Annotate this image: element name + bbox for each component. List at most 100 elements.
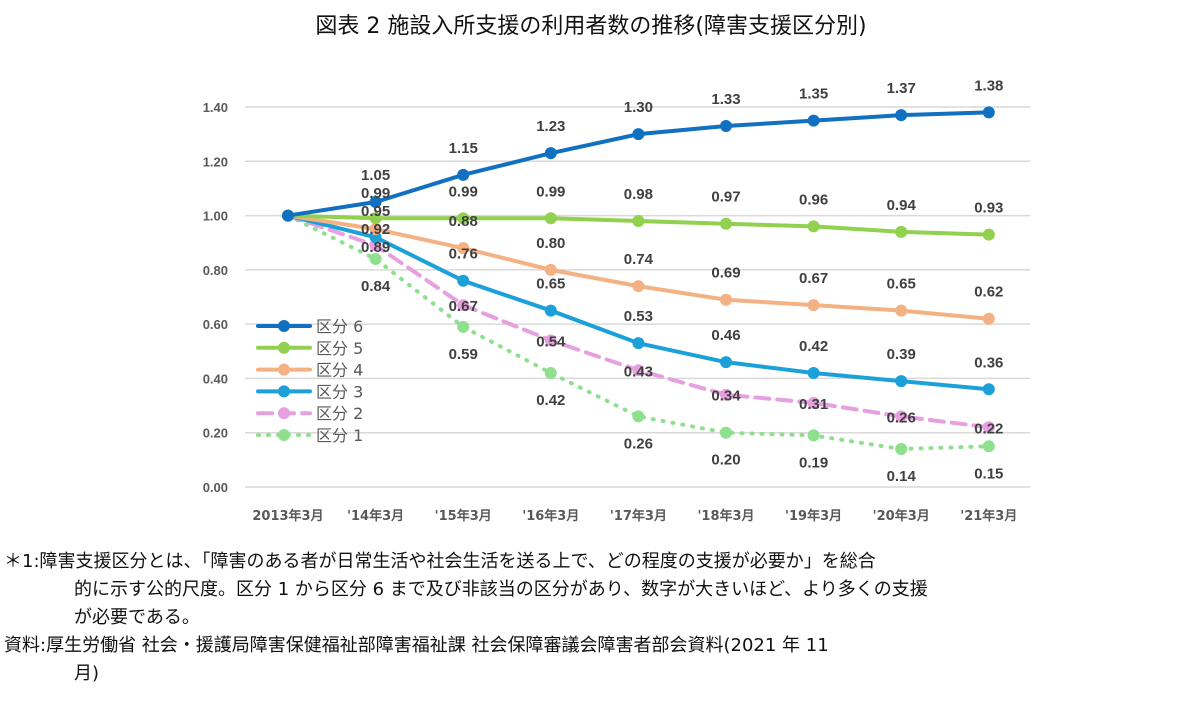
y-tick-label: 1.20 <box>203 154 228 169</box>
data-label: 0.22 <box>974 420 1003 437</box>
data-point <box>282 209 294 222</box>
data-label: 0.19 <box>799 454 828 471</box>
data-point <box>369 212 382 225</box>
data-point <box>807 367 820 379</box>
data-label: 0.76 <box>449 246 478 263</box>
data-point <box>895 225 908 238</box>
x-tick-label: '19年3月 <box>785 508 842 524</box>
y-tick-label: 0.80 <box>203 263 228 278</box>
data-point <box>895 410 908 423</box>
data-label: 0.88 <box>449 213 478 230</box>
data-point <box>720 120 732 132</box>
data-point <box>632 337 645 350</box>
data-point <box>807 114 820 127</box>
source-line: 資料:厚生労働省 社会・援護局障害保健福祉部障害福祉課 社会保障審議会障害者部会… <box>4 635 829 656</box>
series-line-区分1 <box>286 213 991 452</box>
data-point <box>982 312 995 325</box>
data-point <box>895 109 908 122</box>
data-point <box>544 304 557 317</box>
data-point <box>457 274 470 287</box>
data-label: 0.99 <box>449 183 478 200</box>
data-label: 1.30 <box>624 99 653 116</box>
data-label: 0.26 <box>624 435 653 452</box>
data-label: 0.20 <box>711 452 740 469</box>
data-label: 0.97 <box>711 189 740 206</box>
legend-label: 区分 3 <box>316 382 363 401</box>
legend-marker <box>278 407 290 420</box>
legend-label: 区分 4 <box>316 361 363 380</box>
legend-label: 区分 2 <box>316 404 363 423</box>
y-tick-label: 0.40 <box>203 371 228 386</box>
data-point <box>544 147 557 160</box>
legend-label: 区分 6 <box>316 317 363 336</box>
data-point <box>369 196 382 208</box>
data-label: 0.80 <box>536 235 565 252</box>
data-label: 0.46 <box>711 327 740 344</box>
x-tick-label: 2013年3月 <box>252 508 323 524</box>
data-point <box>632 364 645 377</box>
data-point <box>720 426 732 439</box>
data-point <box>895 375 908 388</box>
data-point <box>720 217 732 230</box>
chart-title: 図表 2 施設入所支援の利用者数の推移(障害支援区分別) <box>315 14 867 39</box>
line-chart: 0.00 0.20 0.40 0.60 0.80 1.00 1.20 1.40 2013年3月 '… <box>203 77 1030 524</box>
data-label: 0.14 <box>887 468 917 485</box>
data-point <box>807 299 820 312</box>
data-point <box>544 334 557 347</box>
data-point <box>544 367 557 379</box>
data-label: 0.96 <box>799 191 828 208</box>
x-tick-label: '18年3月 <box>697 508 754 524</box>
data-point <box>457 242 470 255</box>
data-point <box>457 168 470 181</box>
data-label: 0.69 <box>711 265 740 282</box>
data-label: 0.94 <box>887 197 917 214</box>
legend-marker <box>278 341 290 354</box>
legend-marker <box>278 363 290 376</box>
y-tick-label: 0.60 <box>203 317 228 332</box>
data-label: 0.53 <box>624 308 653 325</box>
data-point <box>720 356 732 369</box>
y-tick-label: 1.40 <box>203 100 228 115</box>
data-label: 0.36 <box>974 354 1003 371</box>
data-label: 0.67 <box>799 270 828 287</box>
data-point <box>982 106 995 119</box>
y-tick-label: 0.00 <box>203 480 228 495</box>
x-tick-label: '15年3月 <box>435 508 492 524</box>
data-label: 1.05 <box>361 167 390 184</box>
data-label: 0.65 <box>536 276 565 293</box>
legend-label: 区分 1 <box>316 426 363 445</box>
data-point <box>457 212 470 225</box>
data-label: 0.93 <box>974 200 1003 217</box>
data-label: 1.33 <box>711 91 740 108</box>
x-tick-label: '14年3月 <box>347 508 404 524</box>
data-label: 0.67 <box>449 298 478 315</box>
data-point <box>807 220 820 233</box>
data-point <box>982 228 995 241</box>
y-tick-label: 0.20 <box>203 426 228 441</box>
data-label: 1.37 <box>887 80 916 97</box>
x-tick-label: '16年3月 <box>522 508 579 524</box>
data-label: 0.54 <box>536 333 566 350</box>
data-point <box>369 253 382 265</box>
data-label: 0.34 <box>711 388 741 405</box>
x-tick-label: '17年3月 <box>610 508 667 524</box>
data-label: 0.92 <box>361 221 390 238</box>
data-point <box>982 383 995 396</box>
data-point <box>544 263 557 276</box>
data-label: 0.65 <box>887 276 916 293</box>
data-label: 0.89 <box>361 239 390 256</box>
legend-marker <box>278 320 290 332</box>
data-label: 0.95 <box>361 203 390 220</box>
data-point <box>807 429 820 442</box>
data-point <box>457 320 470 333</box>
data-label: 1.15 <box>449 140 478 157</box>
data-label: 0.43 <box>624 363 653 380</box>
data-point <box>632 410 645 423</box>
data-label: 0.99 <box>536 183 565 200</box>
data-point <box>369 223 382 236</box>
data-label: 0.98 <box>624 186 653 203</box>
data-label: 0.42 <box>799 338 828 355</box>
data-point <box>982 421 995 434</box>
data-label: 0.31 <box>799 396 828 413</box>
data-label: 1.38 <box>974 77 1003 94</box>
